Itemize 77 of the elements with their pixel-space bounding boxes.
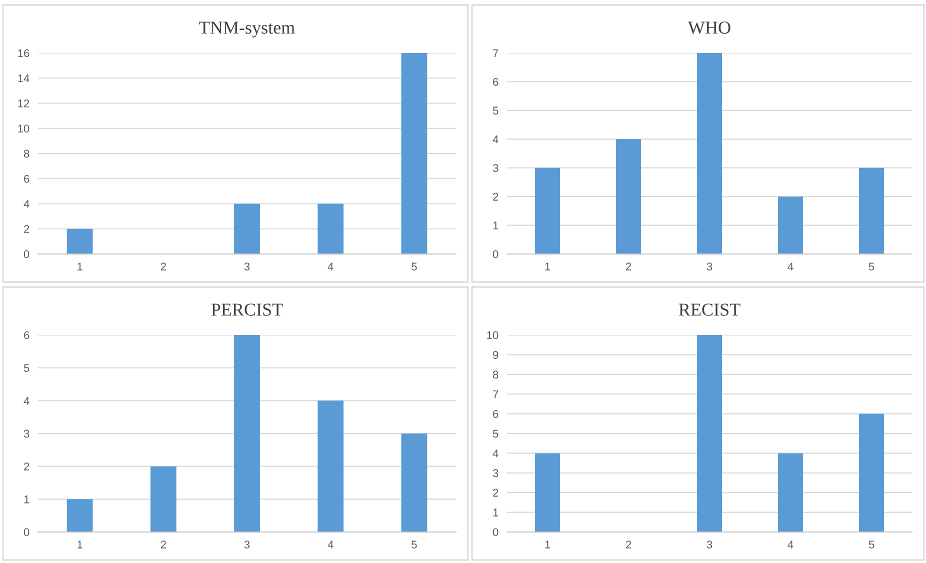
x-tick-label: 5 (412, 540, 417, 548)
y-tick-label: 2 (24, 225, 30, 233)
chart-title: PERCIST (211, 304, 283, 316)
y-tick-label: 0 (492, 250, 498, 258)
y-tick-label: 0 (492, 528, 498, 536)
bar (234, 335, 260, 532)
bar (858, 414, 884, 532)
x-tick-label: 3 (706, 262, 712, 270)
bar (778, 453, 804, 532)
bar (696, 335, 722, 532)
bar (66, 499, 93, 532)
y-tick-label: 6 (493, 78, 498, 86)
chart-title: RECIST (678, 304, 740, 316)
x-tick-label: 5 (868, 262, 874, 270)
y-tick-label: 9 (493, 350, 498, 359)
y-tick-label: 6 (24, 331, 30, 340)
y-tick-label: 4 (492, 450, 498, 458)
y-tick-label: 6 (24, 174, 30, 183)
x-tick-label: 1 (78, 540, 82, 548)
bar (66, 228, 93, 254)
x-tick-label: 1 (78, 262, 82, 270)
y-tick-label: 1 (493, 222, 498, 230)
y-tick-label: 3 (24, 430, 30, 438)
y-tick-label: 4 (24, 200, 30, 208)
x-tick-label: 4 (788, 540, 794, 548)
x-tick-label: 2 (626, 262, 632, 270)
y-tick-label: 10 (18, 124, 30, 133)
y-tick-label: 6 (493, 410, 498, 418)
x-tick-label: 3 (244, 540, 250, 548)
bar (401, 434, 428, 532)
y-tick-label: 1 (493, 508, 498, 516)
x-tick-label: 4 (328, 262, 334, 270)
x-tick-label: 5 (412, 262, 417, 270)
chart-title: WHO (688, 22, 730, 34)
bar (150, 466, 176, 532)
y-tick-label: 0 (24, 250, 30, 258)
bar (616, 139, 642, 254)
y-tick-label: 14 (18, 74, 30, 82)
y-tick-label: 8 (492, 370, 498, 379)
y-tick-label: 2 (493, 192, 498, 201)
x-tick-label: 1 (545, 540, 550, 548)
y-tick-label: 7 (493, 390, 498, 398)
y-tick-label: 5 (24, 364, 30, 372)
x-tick-label: 5 (868, 540, 874, 548)
x-tick-label: 3 (244, 262, 250, 270)
y-tick-label: 2 (493, 488, 498, 497)
y-tick-label: 5 (492, 430, 498, 438)
bar (401, 53, 428, 254)
y-tick-label: 0 (24, 528, 30, 536)
x-tick-label: 2 (160, 262, 166, 270)
bar (778, 196, 804, 254)
y-tick-label: 16 (18, 49, 30, 58)
x-tick-label: 4 (788, 262, 794, 270)
x-tick-label: 2 (160, 540, 166, 548)
x-tick-label: 1 (545, 262, 550, 270)
bar (534, 168, 560, 254)
bar (234, 204, 260, 254)
bar (318, 204, 344, 254)
bar (696, 53, 722, 254)
chart-title: TNM-system (199, 22, 295, 38)
bar (534, 453, 560, 532)
y-tick-label: 7 (493, 49, 498, 58)
y-tick-label: 3 (492, 164, 498, 172)
y-tick-label: 4 (24, 397, 30, 405)
bar (858, 168, 884, 254)
y-tick-label: 1 (24, 496, 30, 504)
y-tick-label: 2 (24, 462, 30, 470)
y-tick-label: 8 (24, 150, 30, 158)
y-tick-label: 12 (18, 100, 30, 108)
y-tick-label: 10 (487, 331, 498, 340)
x-tick-label: 2 (626, 540, 632, 548)
x-tick-label: 3 (706, 540, 712, 548)
bar (318, 400, 344, 532)
x-tick-label: 4 (328, 540, 334, 548)
y-tick-label: 4 (492, 136, 498, 144)
y-tick-label: 5 (492, 106, 498, 115)
y-tick-label: 3 (492, 469, 498, 478)
